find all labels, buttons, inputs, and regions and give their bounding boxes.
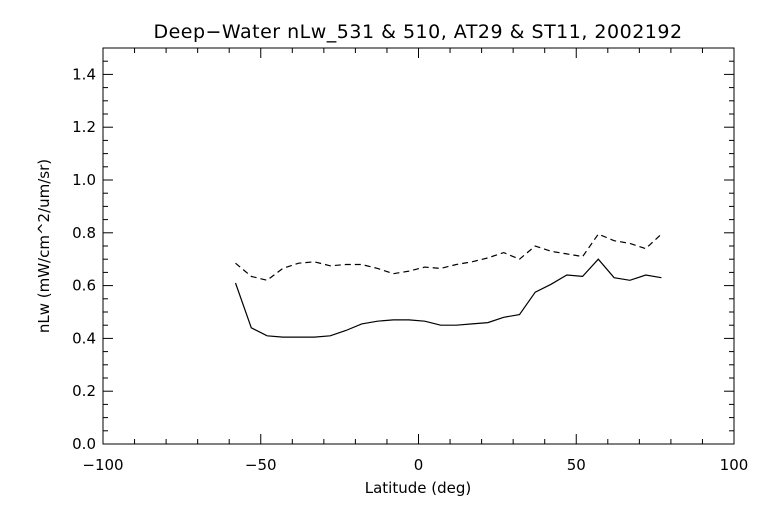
series-line-solid (234, 258, 662, 338)
x-tick-label: −50 (245, 456, 277, 474)
y-tick-label: 0.6 (72, 277, 96, 295)
y-tick-label: 0.0 (72, 435, 96, 453)
x-tick-label: 50 (567, 456, 586, 474)
y-tick-label: 1.2 (72, 118, 96, 136)
y-tick-label: 0.2 (72, 382, 96, 400)
y-tick-label: 1.4 (72, 65, 96, 83)
y-tick-labels: 0.0 0.2 0.4 0.6 0.8 1.0 1.2 1.4 (72, 65, 96, 453)
y-tick-label: 0.8 (72, 224, 96, 242)
x-tick-label: −100 (82, 456, 123, 474)
x-tick-label: 0 (414, 456, 424, 474)
y-tick-label: 1.0 (72, 171, 96, 189)
chart-title: Deep−Water nLw_531 & 510, AT29 & ST11, 2… (153, 21, 682, 43)
axis-ticks (102, 48, 735, 445)
series-line-dashed (235, 233, 662, 281)
y-tick-label: 0.4 (72, 329, 96, 347)
plot-frame (102, 47, 735, 445)
x-tick-labels: −100 −50 0 50 100 (82, 456, 748, 474)
series-layer (234, 233, 662, 338)
x-tick-label: 100 (720, 456, 749, 474)
x-axis-label: Latitude (deg) (365, 479, 471, 497)
y-axis-label: nLw (mW/cm^2/um/sr) (35, 159, 53, 333)
